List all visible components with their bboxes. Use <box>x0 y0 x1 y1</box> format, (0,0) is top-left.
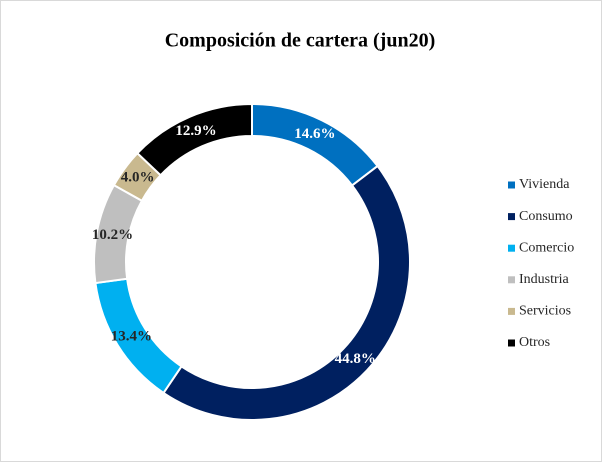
legend-label: Industria <box>519 272 570 287</box>
legend-label: Consumo <box>519 209 573 224</box>
legend-swatch <box>508 181 515 189</box>
legend-label: Otros <box>519 335 550 350</box>
legend-swatch <box>508 339 515 347</box>
data-label: 12.9% <box>175 123 216 139</box>
legend-swatch <box>508 307 515 315</box>
legend-label: Vivienda <box>519 177 570 192</box>
donut-segment <box>162 164 412 421</box>
data-label: 4.0% <box>121 169 155 185</box>
legend-swatch <box>508 213 515 221</box>
legend-label: Servicios <box>519 304 571 319</box>
data-label: 14.6% <box>294 126 335 142</box>
data-label: 10.2% <box>92 227 133 243</box>
data-label: 13.4% <box>111 328 152 344</box>
data-label: 44.8% <box>335 351 376 367</box>
donut-segment <box>136 102 253 177</box>
legend-swatch <box>508 276 515 284</box>
legend-swatch <box>508 244 515 252</box>
chart-title: Composición de cartera (jun20) <box>165 30 436 52</box>
legend-label: Comercio <box>519 240 574 255</box>
